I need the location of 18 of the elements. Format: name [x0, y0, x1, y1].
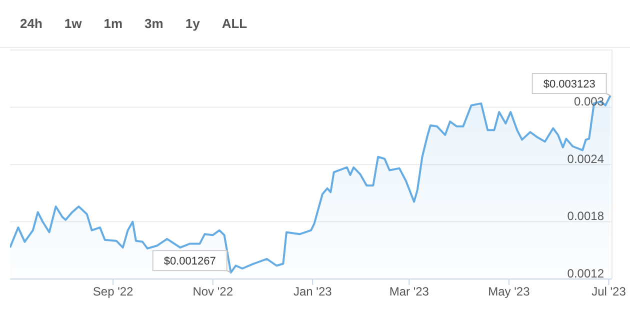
annotation: $0.003123 [543, 78, 596, 91]
x-tick-label: Jul '23 [592, 284, 626, 299]
x-tick-label: Mar '23 [389, 284, 430, 299]
x-tick-label: Nov '22 [192, 284, 234, 299]
text: 3m [144, 16, 164, 31]
text: 1w [64, 16, 82, 31]
y-tick-label: 0.0018 [567, 209, 604, 224]
text: ALL [222, 16, 248, 31]
y-tick-label: 0.0024 [567, 152, 604, 166]
text: 1y [185, 16, 200, 31]
y-tick-label: 0.0012 [567, 266, 604, 280]
x-tick-label: May '23 [488, 284, 530, 299]
y-tick-label: 0.003 [574, 94, 604, 109]
x-tick-label: Sep '22 [92, 284, 134, 299]
text: 1m [104, 16, 123, 31]
text: 24h [20, 16, 42, 31]
annotation: $0.001267 [164, 256, 216, 268]
x-tick-label: Jan '23 [293, 284, 332, 299]
